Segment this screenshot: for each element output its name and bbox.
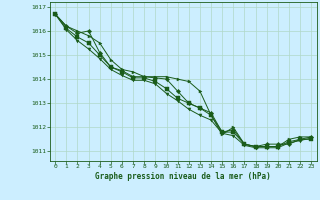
X-axis label: Graphe pression niveau de la mer (hPa): Graphe pression niveau de la mer (hPa): [95, 172, 271, 181]
